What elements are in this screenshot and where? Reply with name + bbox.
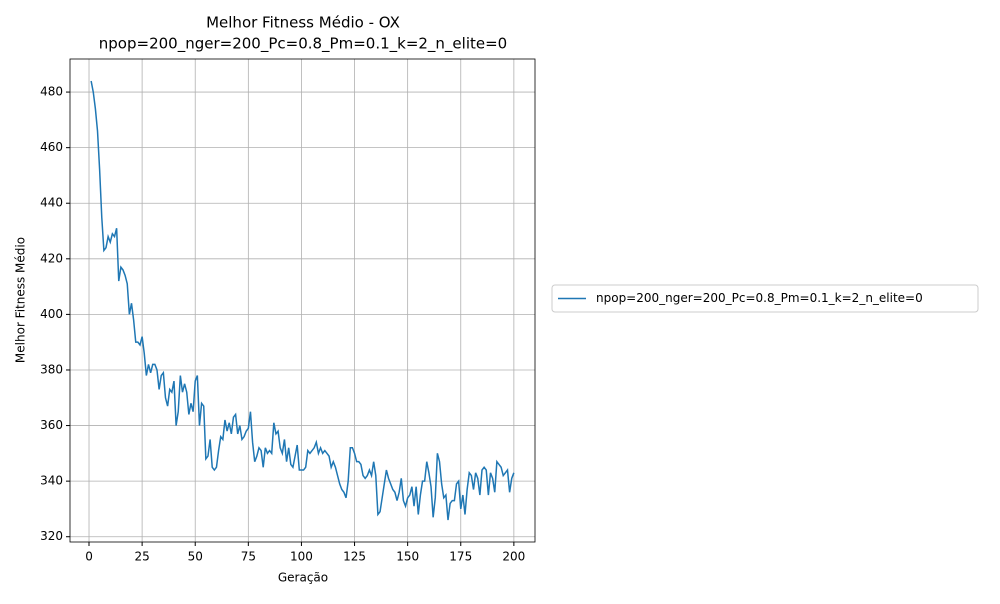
y-tick-label: 420 — [40, 251, 63, 265]
plot-frame — [69, 58, 536, 543]
x-tick-label: 100 — [290, 550, 313, 564]
x-tick-label: 75 — [241, 550, 256, 564]
x-tick-label: 0 — [85, 550, 93, 564]
x-tick-label: 200 — [502, 550, 525, 564]
y-tick-label: 440 — [40, 196, 63, 210]
x-axis-label: Geração — [278, 571, 328, 585]
y-tick-label: 360 — [40, 418, 63, 432]
x-tick-label: 50 — [188, 550, 203, 564]
legend-label: npop=200_nger=200_Pc=0.8_Pm=0.1_k=2_n_el… — [596, 291, 923, 305]
chart-title: Melhor Fitness Médio - OX — [206, 14, 400, 32]
x-tick-label: 25 — [134, 550, 149, 564]
y-tick-label: 460 — [40, 140, 63, 154]
x-tick-label: 125 — [343, 550, 366, 564]
y-tick-label: 340 — [40, 474, 63, 488]
y-tick-label: 400 — [40, 307, 63, 321]
y-tick-label: 480 — [40, 85, 63, 99]
x-tick-label: 175 — [449, 550, 472, 564]
x-tick-label: 150 — [396, 550, 419, 564]
legend-box — [551, 284, 979, 313]
series-line — [90, 80, 515, 521]
y-tick-label: 380 — [40, 362, 63, 376]
y-axis-label: Melhor Fitness Médio — [14, 237, 28, 363]
y-tick-label: 320 — [40, 529, 63, 543]
chart-subtitle: npop=200_nger=200_Pc=0.8_Pm=0.1_k=2_n_el… — [99, 35, 507, 54]
